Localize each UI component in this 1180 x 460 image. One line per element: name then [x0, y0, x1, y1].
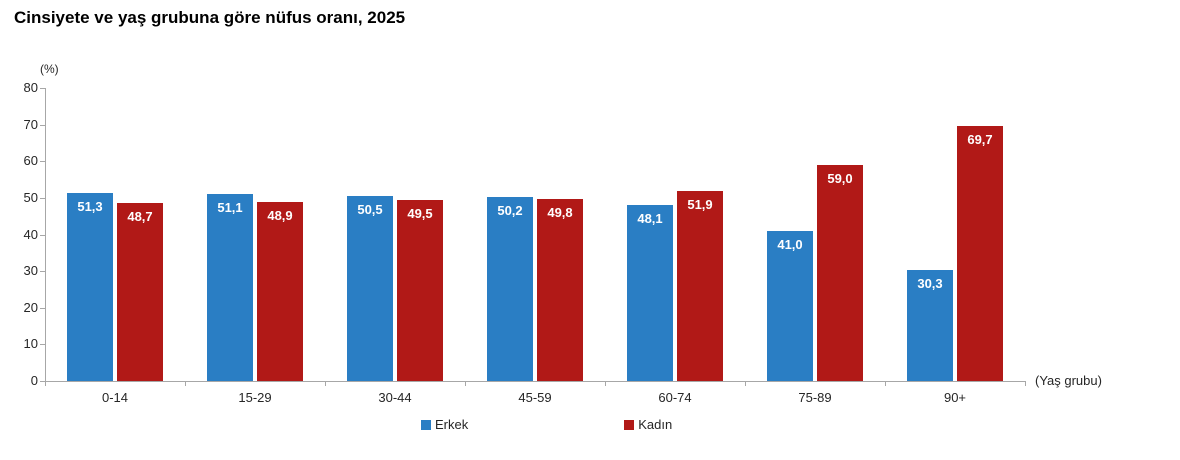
y-axis-tick-label: 50 — [23, 190, 38, 205]
x-axis-tick — [605, 381, 606, 386]
legend-label-kadin: Kadın — [638, 417, 673, 432]
bar-erkek-0-14: 51,3 — [67, 193, 113, 381]
y-axis-tick — [40, 271, 45, 272]
legend: Erkek Kadın — [421, 417, 672, 432]
y-axis-tick-label: 0 — [30, 373, 38, 388]
x-axis-title: (Yaş grubu) — [1035, 373, 1102, 388]
x-axis-tick — [1025, 381, 1026, 386]
y-axis-tick — [40, 161, 45, 162]
bar-value-label-erkek-45-59: 50,2 — [497, 203, 523, 218]
bar-erkek-45-59: 50,2 — [487, 197, 533, 381]
y-axis-unit-label: (%) — [40, 62, 59, 76]
bar-value-label-kadin-30-44: 49,5 — [407, 206, 433, 221]
x-axis-tick — [185, 381, 186, 386]
legend-item-erkek[interactable]: Erkek — [421, 417, 468, 432]
y-axis-tick — [40, 308, 45, 309]
y-axis-tick-label: 70 — [23, 117, 38, 132]
bar-erkek-60-74: 48,1 — [627, 205, 673, 381]
bar-value-label-erkek-75-89: 41,0 — [777, 237, 803, 252]
bar-value-label-erkek-0-14: 51,3 — [77, 199, 103, 214]
legend-item-kadin[interactable]: Kadın — [624, 417, 672, 432]
y-axis-tick-label: 60 — [23, 153, 38, 168]
bar-kadin-60-74: 51,9 — [677, 191, 723, 381]
x-axis-tick — [745, 381, 746, 386]
x-axis-category-label: 0-14 — [101, 390, 129, 405]
bar-erkek-90+: 30,3 — [907, 270, 953, 381]
x-axis-category-label: 30-44 — [378, 390, 412, 405]
y-axis-tick — [40, 198, 45, 199]
x-axis-tick — [45, 381, 46, 386]
kadin-series-swatch-icon — [624, 419, 635, 430]
y-axis-tick — [40, 88, 45, 89]
bar-value-label-kadin-60-74: 51,9 — [687, 197, 713, 212]
x-axis-category-label: 15-29 — [238, 390, 272, 405]
bar-value-label-kadin-90+: 69,7 — [967, 132, 993, 147]
bar-value-label-kadin-0-14: 48,7 — [127, 209, 153, 224]
bar-kadin-75-89: 59,0 — [817, 165, 863, 381]
y-axis-line — [45, 88, 46, 381]
x-axis-tick — [325, 381, 326, 386]
bar-value-label-erkek-15-29: 51,1 — [217, 200, 243, 215]
y-axis-tick — [40, 235, 45, 236]
y-axis-tick — [40, 381, 45, 382]
y-axis-tick-label: 30 — [23, 263, 38, 278]
x-axis-category-label: 90+ — [943, 390, 967, 405]
x-axis-category-label: 60-74 — [658, 390, 692, 405]
y-axis-tick — [40, 344, 45, 345]
bar-value-label-kadin-75-89: 59,0 — [827, 171, 853, 186]
bar-kadin-15-29: 48,9 — [257, 202, 303, 381]
y-axis-tick-label: 20 — [23, 300, 38, 315]
y-axis-tick — [40, 125, 45, 126]
bar-erkek-75-89: 41,0 — [767, 231, 813, 381]
x-axis-tick — [465, 381, 466, 386]
x-axis-category-label: 45-59 — [518, 390, 552, 405]
bar-kadin-90+: 69,7 — [957, 126, 1003, 381]
bar-value-label-kadin-15-29: 48,9 — [267, 208, 293, 223]
legend-label-erkek: Erkek — [435, 417, 469, 432]
bar-value-label-kadin-45-59: 49,8 — [547, 205, 573, 220]
bar-erkek-15-29: 51,1 — [207, 194, 253, 381]
y-axis-tick-label: 10 — [23, 336, 38, 351]
x-axis-tick — [885, 381, 886, 386]
bar-kadin-0-14: 48,7 — [117, 203, 163, 381]
erkek-series-swatch-icon — [421, 419, 431, 430]
chart-title: Cinsiyete ve yaş grubuna göre nüfus oran… — [14, 8, 406, 27]
bar-value-label-erkek-90+: 30,3 — [917, 276, 943, 291]
bar-value-label-erkek-60-74: 48,1 — [637, 211, 663, 226]
bar-erkek-30-44: 50,5 — [347, 196, 393, 381]
bar-kadin-45-59: 49,8 — [537, 199, 583, 381]
x-axis-line — [45, 381, 1026, 382]
bar-value-label-erkek-30-44: 50,5 — [357, 202, 383, 217]
x-axis-category-label: 75-89 — [798, 390, 832, 405]
bar-kadin-30-44: 49,5 — [397, 200, 443, 381]
y-axis-tick-label: 80 — [23, 80, 38, 95]
y-axis-tick-label: 40 — [23, 227, 38, 242]
